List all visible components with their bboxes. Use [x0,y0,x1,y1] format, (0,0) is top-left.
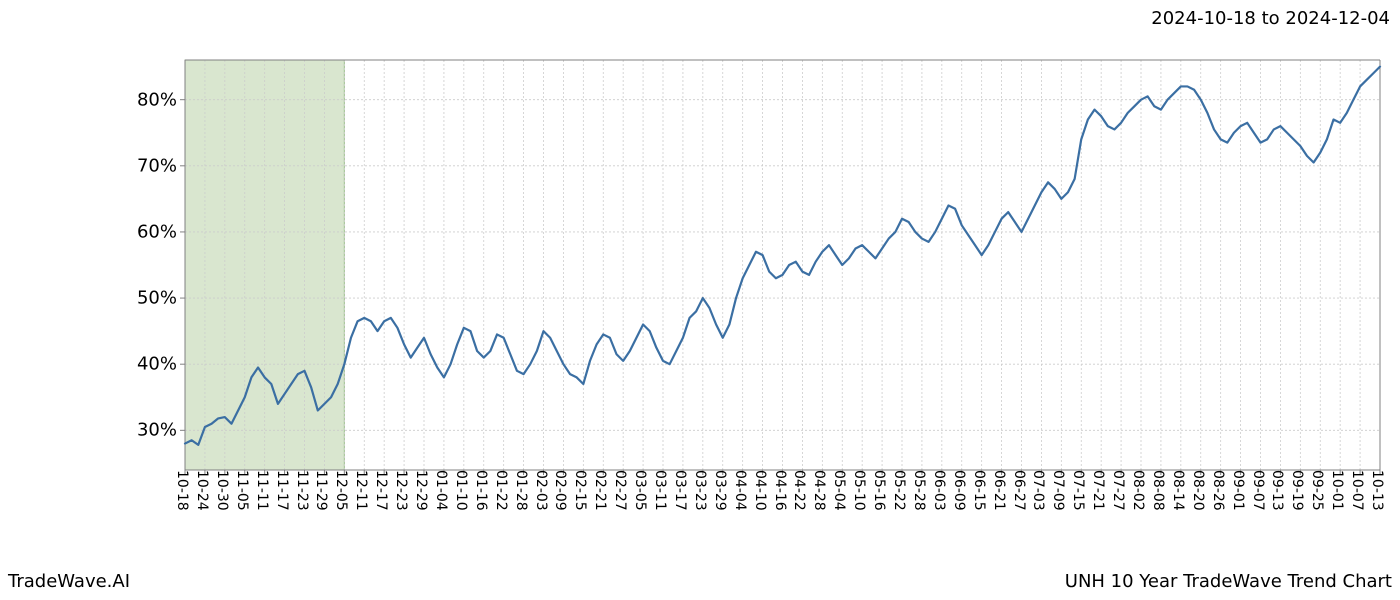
x-tick-label: 11-11 [254,470,276,511]
date-range-label: 2024-10-18 to 2024-12-04 [1151,8,1390,29]
x-tick-label: 02-27 [612,470,634,511]
x-tick-label: 10-01 [1329,470,1351,511]
chart-title: UNH 10 Year TradeWave Trend Chart [1065,571,1392,592]
x-tick-label: 10-18 [174,470,196,511]
x-tick-label: 11-05 [234,470,256,511]
x-tick-label: 01-10 [453,470,475,511]
plot-svg [185,60,1380,470]
y-tick-label: 50% [137,288,185,309]
y-tick-label: 70% [137,155,185,176]
x-tick-label: 08-02 [1130,470,1152,511]
x-tick-label: 07-15 [1070,470,1092,511]
x-tick-label: 05-22 [891,470,913,511]
x-tick-label: 03-05 [632,470,654,511]
x-tick-label: 09-01 [1230,470,1252,511]
x-tick-label: 07-27 [1110,470,1132,511]
y-tick-label: 30% [137,420,185,441]
x-tick-label: 12-29 [413,470,435,511]
x-tick-label: 01-28 [513,470,535,511]
x-tick-label: 10-13 [1369,470,1391,511]
x-tick-label: 06-21 [991,470,1013,511]
x-tick-label: 08-14 [1170,470,1192,511]
x-tick-label: 11-17 [274,470,296,511]
chart-container: 2024-10-18 to 2024-12-04 30%40%50%60%70%… [0,0,1400,600]
x-tick-label: 10-07 [1349,470,1371,511]
y-tick-label: 60% [137,221,185,242]
x-tick-label: 08-08 [1150,470,1172,511]
x-tick-label: 10-24 [194,470,216,511]
x-tick-label: 07-21 [1090,470,1112,511]
x-tick-label: 06-03 [931,470,953,511]
x-tick-label: 01-22 [493,470,515,511]
plot-area: 30%40%50%60%70%80%10-1810-2410-3011-0511… [185,60,1380,470]
x-tick-label: 12-23 [393,470,415,511]
x-tick-label: 05-04 [831,470,853,511]
x-tick-label: 01-16 [473,470,495,511]
x-tick-label: 03-23 [692,470,714,511]
x-tick-label: 02-21 [592,470,614,511]
x-tick-label: 03-11 [652,470,674,511]
x-tick-label: 04-04 [732,470,754,511]
x-tick-label: 08-20 [1190,470,1212,511]
x-tick-label: 12-11 [353,470,375,511]
x-tick-label: 05-28 [911,470,933,511]
y-tick-label: 80% [137,89,185,110]
x-tick-label: 05-16 [871,470,893,511]
x-tick-label: 03-29 [712,470,734,511]
x-tick-label: 04-10 [752,470,774,511]
x-tick-label: 03-17 [672,470,694,511]
x-tick-label: 09-25 [1309,470,1331,511]
x-tick-label: 08-26 [1210,470,1232,511]
x-tick-label: 10-30 [214,470,236,511]
x-tick-label: 12-17 [373,470,395,511]
x-tick-label: 06-09 [951,470,973,511]
x-tick-label: 01-04 [433,470,455,511]
y-tick-label: 40% [137,354,185,375]
brand-label: TradeWave.AI [8,571,130,592]
x-tick-label: 05-10 [851,470,873,511]
x-tick-label: 06-15 [971,470,993,511]
